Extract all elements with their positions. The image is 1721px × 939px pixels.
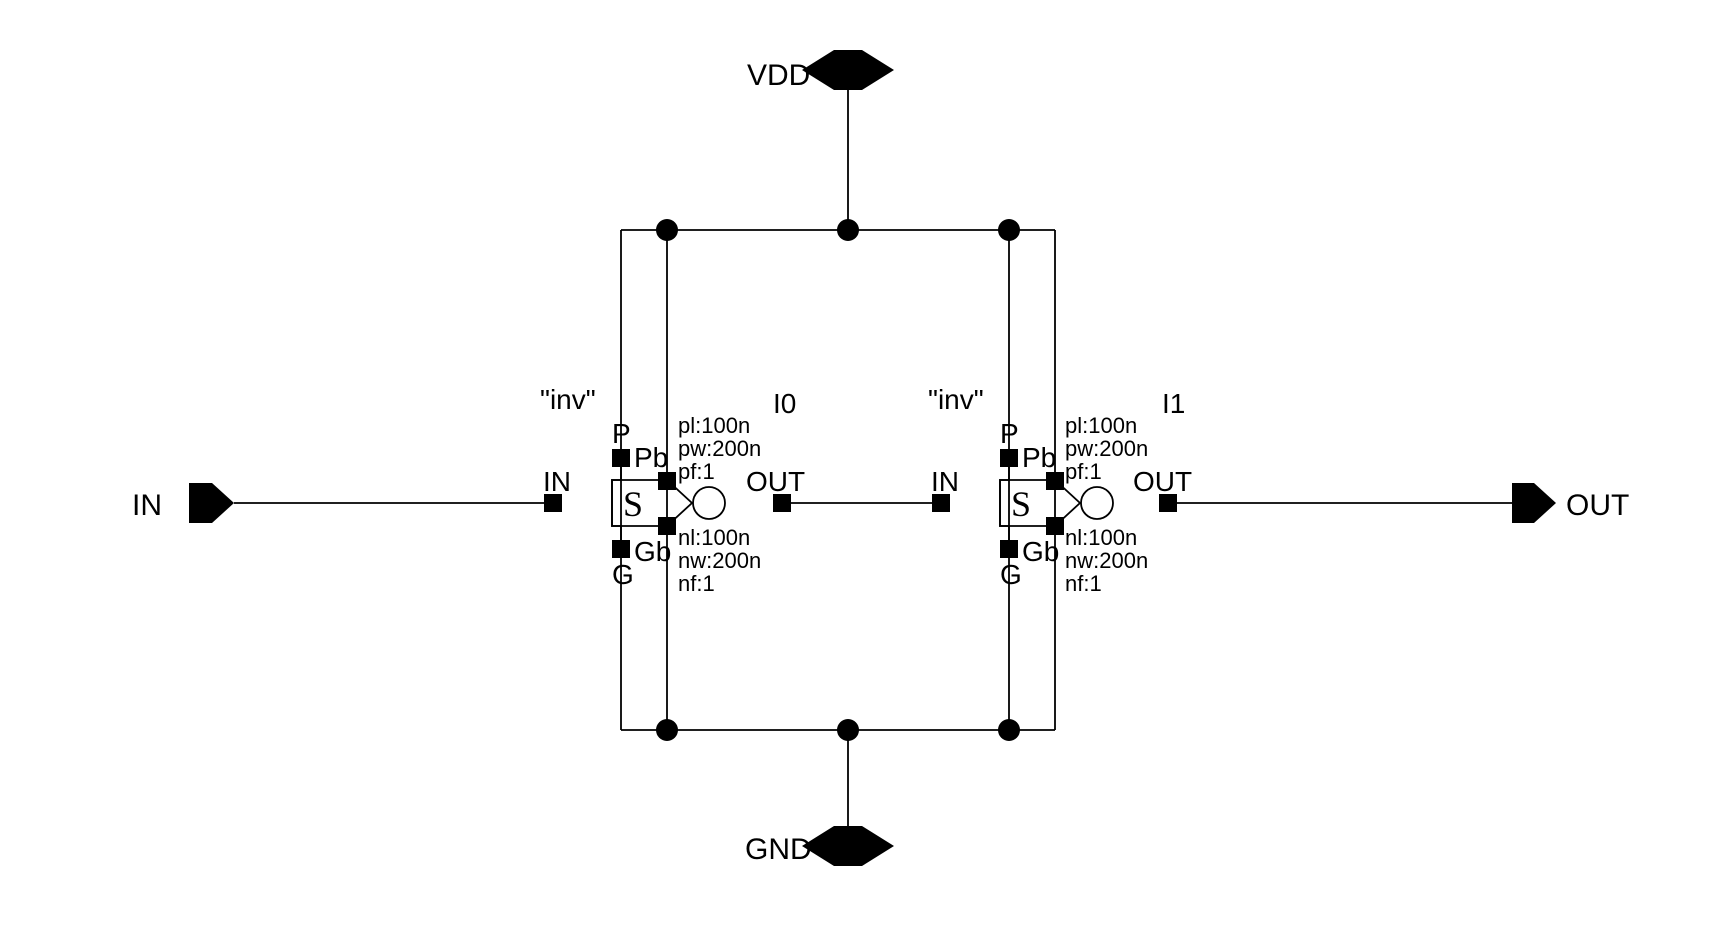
output-port-icon — [1512, 483, 1556, 523]
pin-out-label: OUT — [746, 466, 805, 497]
inverter-body — [611, 459, 622, 547]
pin-out[interactable] — [1159, 494, 1177, 512]
instance-cell-name: "inv" — [540, 384, 596, 415]
junction-dot — [998, 219, 1020, 241]
pin-in[interactable] — [544, 494, 562, 512]
pin-gb[interactable] — [658, 517, 676, 535]
instance-i1[interactable]: S "inv" I1 IN OUT P Pb Gb G pl:100n pw:2… — [928, 384, 1192, 596]
instance-cell-name: "inv" — [928, 384, 984, 415]
pin-g[interactable] — [1000, 540, 1018, 558]
wires — [234, 90, 1512, 826]
pin-in[interactable] — [932, 494, 950, 512]
instance-name: I1 — [1162, 388, 1185, 419]
pin-in-label: IN — [543, 466, 571, 497]
param-n: nw:200n — [678, 548, 761, 573]
pin-p[interactable] — [1000, 449, 1018, 467]
input-port-icon — [189, 483, 234, 523]
param-n: nl:100n — [678, 525, 750, 550]
inverter-icon — [999, 479, 1082, 527]
inversion-bubble — [692, 486, 726, 520]
port-gnd-label: GND — [745, 833, 812, 866]
pin-out-label: OUT — [1133, 466, 1192, 497]
junction-dot — [656, 719, 678, 741]
inout-port-icon — [802, 826, 894, 866]
port-vdd[interactable]: VDD — [747, 50, 894, 92]
pin-g[interactable] — [612, 540, 630, 558]
inverter-body — [999, 459, 1010, 547]
pin-g-label: G — [1000, 559, 1022, 590]
instance-i0[interactable]: S "inv" I0 IN OUT P Pb Gb G pl:100n pw:2… — [540, 384, 805, 596]
param-n: nw:200n — [1065, 548, 1148, 573]
port-out-label: OUT — [1566, 489, 1629, 522]
pin-gb-label: Gb — [634, 536, 671, 567]
port-out[interactable]: OUT — [1512, 483, 1629, 523]
param-n: nl:100n — [1065, 525, 1137, 550]
pin-gb[interactable] — [1046, 517, 1064, 535]
port-vdd-label: VDD — [747, 59, 810, 92]
inverter-icon — [611, 479, 694, 527]
instance-name: I0 — [773, 388, 796, 419]
param-p: pw:200n — [1065, 436, 1148, 461]
pin-pb[interactable] — [658, 472, 676, 490]
pin-in-label: IN — [931, 466, 959, 497]
pin-p[interactable] — [612, 449, 630, 467]
param-p: pl:100n — [1065, 413, 1137, 438]
pin-p-label: P — [612, 418, 631, 449]
param-n: nf:1 — [1065, 571, 1102, 596]
param-p: pf:1 — [1065, 459, 1102, 484]
symbol-letter: S — [623, 484, 643, 524]
param-p: pl:100n — [678, 413, 750, 438]
param-n: nf:1 — [678, 571, 715, 596]
param-p: pw:200n — [678, 436, 761, 461]
junction-dot — [837, 219, 859, 241]
port-in-label: IN — [132, 489, 162, 522]
junction-dot — [837, 719, 859, 741]
pin-pb[interactable] — [1046, 472, 1064, 490]
junction-dot — [656, 219, 678, 241]
port-in[interactable]: IN — [132, 483, 234, 523]
junctions — [656, 219, 1020, 741]
symbol-letter: S — [1011, 484, 1031, 524]
junction-dot — [998, 719, 1020, 741]
pin-g-label: G — [612, 559, 634, 590]
inout-port-icon — [802, 50, 894, 90]
pin-p-label: P — [1000, 418, 1019, 449]
pin-pb-label: Pb — [1022, 442, 1056, 473]
port-gnd[interactable]: GND — [745, 826, 894, 866]
pin-gb-label: Gb — [1022, 536, 1059, 567]
pin-out[interactable] — [773, 494, 791, 512]
param-p: pf:1 — [678, 459, 715, 484]
pin-pb-label: Pb — [634, 442, 668, 473]
inversion-bubble — [1080, 486, 1114, 520]
